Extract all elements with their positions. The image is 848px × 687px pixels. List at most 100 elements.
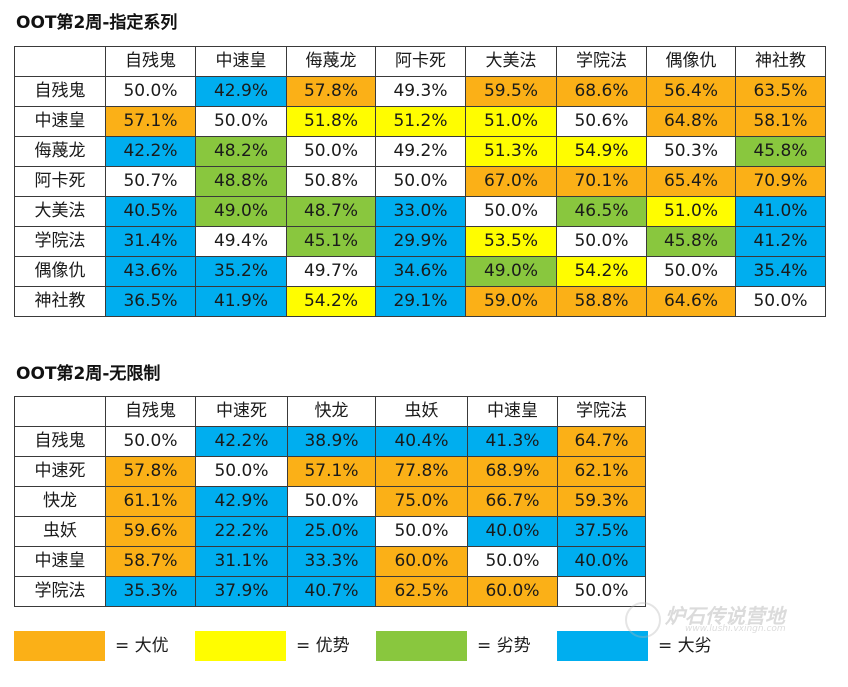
winrate-cell: 59.3% [557, 486, 646, 517]
winrate-cell: 29.9% [375, 226, 466, 257]
winrate-cell: 49.4% [195, 226, 287, 257]
winrate-cell: 34.6% [375, 256, 466, 287]
table-row: 大美法 40.5% 49.0% 48.7% 33.0% 50.0% 46.5% 51.0% 41… [14, 196, 826, 227]
winrate-cell: 67.0% [465, 166, 557, 197]
winrate-cell: 22.2% [195, 516, 288, 547]
winrate-cell: 77.8% [375, 456, 468, 487]
winrate-cell: 40.5% [105, 196, 196, 227]
winrate-cell: 66.7% [467, 486, 558, 517]
legend-swatch [195, 631, 286, 661]
winrate-cell: 50.0% [375, 166, 466, 197]
winrate-cell: 50.6% [556, 106, 647, 137]
row-header: 虫妖 [14, 516, 106, 547]
winrate-cell: 68.6% [556, 76, 647, 107]
winrate-cell: 42.2% [195, 426, 288, 457]
watermark-text: 炉石传说营地 [665, 604, 785, 628]
legend-swatch [557, 631, 648, 661]
winrate-cell: 40.0% [467, 516, 558, 547]
winrate-cell: 57.8% [286, 76, 376, 107]
row-header: 中速皇 [14, 546, 106, 577]
legend-label: = 劣势 [477, 636, 531, 656]
row-header: 学院法 [14, 576, 106, 607]
winrate-cell: 61.1% [105, 486, 196, 517]
winrate-cell: 58.8% [556, 286, 647, 317]
winrate-cell: 62.1% [557, 456, 646, 487]
column-header: 侮蔑龙 [286, 46, 376, 77]
winrate-cell: 53.5% [465, 226, 557, 257]
winrate-cell: 37.5% [557, 516, 646, 547]
winrate-cell: 56.4% [646, 76, 736, 107]
winrate-cell: 45.8% [646, 226, 736, 257]
column-header: 学院法 [556, 46, 647, 77]
watermark-logo: 炉石传说营地 www.lushi.vxingn.com [625, 598, 825, 638]
header-row: 自残鬼 中速死 快龙 虫妖 中速皇 学院法 [14, 396, 646, 427]
winrate-cell: 57.8% [105, 456, 196, 487]
winrate-cell: 50.7% [105, 166, 196, 197]
watermark-circle-icon [625, 602, 661, 638]
table-row: 偶像仇 43.6% 35.2% 49.7% 34.6% 49.0% 54.2% 50.0% 35… [14, 256, 826, 287]
row-header: 中速死 [14, 456, 106, 487]
table-row: 自残鬼 50.0% 42.2% 38.9% 40.4% 41.3% 64.7% [14, 426, 646, 457]
winrate-cell: 62.5% [375, 576, 468, 607]
winrate-cell: 40.0% [557, 546, 646, 577]
column-header: 中速死 [195, 396, 288, 427]
row-header: 大美法 [14, 196, 106, 227]
legend-label: = 大劣 [658, 636, 712, 656]
column-header: 自残鬼 [105, 396, 196, 427]
winrate-cell: 31.1% [195, 546, 288, 577]
winrate-cell: 50.0% [467, 546, 558, 577]
winrate-cell: 50.0% [375, 516, 468, 547]
winrate-cell: 75.0% [375, 486, 468, 517]
winrate-cell: 64.7% [557, 426, 646, 457]
column-header: 阿卡死 [375, 46, 466, 77]
column-header: 中速皇 [195, 46, 287, 77]
winrate-cell: 41.2% [735, 226, 826, 257]
winrate-cell: 70.9% [735, 166, 826, 197]
winrate-cell: 48.2% [195, 136, 287, 167]
winrate-cell: 33.3% [287, 546, 376, 577]
corner-cell [14, 46, 106, 77]
winrate-cell: 50.0% [195, 456, 288, 487]
legend-label: = 大优 [115, 636, 169, 656]
row-header: 阿卡死 [14, 166, 106, 197]
winrate-cell: 45.8% [735, 136, 826, 167]
row-header: 快龙 [14, 486, 106, 517]
legend-swatch [14, 631, 105, 661]
winrate-cell: 60.0% [467, 576, 558, 607]
winrate-cell: 50.0% [557, 576, 646, 607]
winrate-cell: 54.2% [556, 256, 647, 287]
winrate-cell: 38.9% [287, 426, 376, 457]
winrate-cell: 48.7% [286, 196, 376, 227]
corner-cell [14, 396, 106, 427]
column-header: 自残鬼 [105, 46, 196, 77]
table1-title: OOT第2周-指定系列 [16, 13, 178, 33]
winrate-cell: 50.0% [646, 256, 736, 287]
table-row: 学院法 31.4% 49.4% 45.1% 29.9% 53.5% 50.0% 45.8% 41… [14, 226, 826, 257]
winrate-cell: 41.9% [195, 286, 287, 317]
winrate-cell: 63.5% [735, 76, 826, 107]
table-row: 神社教 36.5% 41.9% 54.2% 29.1% 59.0% 58.8% 64.6% 50… [14, 286, 826, 317]
winrate-cell: 42.2% [105, 136, 196, 167]
row-header: 自残鬼 [14, 76, 106, 107]
winrate-cell: 50.0% [105, 76, 196, 107]
matchup-table-unlimited: 自残鬼 中速死 快龙 虫妖 中速皇 学院法 自残鬼 50.0% 42.2% 38.9% 40.4% 4… [14, 396, 646, 607]
header-row: 自残鬼 中速皇 侮蔑龙 阿卡死 大美法 学院法 偶像仇 神社教 [14, 46, 826, 77]
winrate-cell: 59.0% [465, 286, 557, 317]
row-header: 中速皇 [14, 106, 106, 137]
row-header: 神社教 [14, 286, 106, 317]
column-header: 神社教 [735, 46, 826, 77]
watermark-url: www.lushi.vxingn.com [685, 624, 786, 634]
winrate-cell: 50.0% [286, 136, 376, 167]
winrate-cell: 59.6% [105, 516, 196, 547]
column-header: 学院法 [557, 396, 646, 427]
table-row: 快龙 61.1% 42.9% 50.0% 75.0% 66.7% 59.3% [14, 486, 646, 517]
table-row: 虫妖 59.6% 22.2% 25.0% 50.0% 40.0% 37.5% [14, 516, 646, 547]
winrate-cell: 58.7% [105, 546, 196, 577]
table-row: 侮蔑龙 42.2% 48.2% 50.0% 49.2% 51.3% 54.9% 50.3% 45… [14, 136, 826, 167]
winrate-cell: 35.2% [195, 256, 287, 287]
column-header: 大美法 [465, 46, 557, 77]
column-header: 快龙 [287, 396, 376, 427]
table-row: 中速皇 57.1% 50.0% 51.8% 51.2% 51.0% 50.6% 64.8% 58… [14, 106, 826, 137]
winrate-cell: 25.0% [287, 516, 376, 547]
winrate-cell: 59.5% [465, 76, 557, 107]
